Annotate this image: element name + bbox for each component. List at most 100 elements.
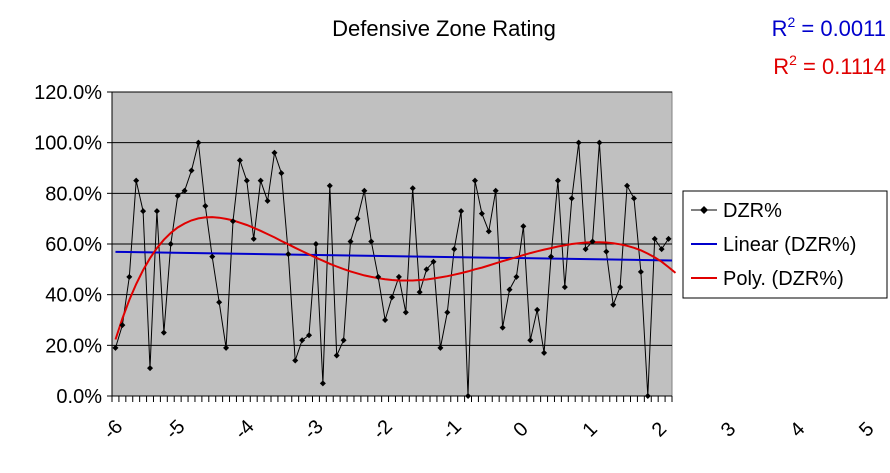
data-point [119,322,126,329]
data-point [665,235,672,242]
data-point [174,192,181,199]
data-point [485,228,492,235]
x-tick-label: 4 [786,418,809,441]
x-tick-label: 1 [579,418,602,441]
data-point [520,223,527,230]
data-point [285,251,292,258]
r2-poly-annotation: R2 = 0.1114 [773,52,886,79]
data-point [278,170,285,177]
data-point [458,208,465,215]
data-point [603,248,610,255]
x-tick-label: -5 [161,416,189,444]
trendline-linear [115,250,673,262]
data-point [312,241,319,247]
y-tick-label: 0.0% [56,386,102,408]
data-point [527,337,534,344]
data-point [153,208,160,215]
legend-label: DZR% [723,200,782,222]
x-tick-label: 3 [717,418,740,441]
data-point [644,393,651,399]
y-tick-label: 100.0% [34,133,102,155]
data-point [140,208,147,215]
trendline-poly [114,216,677,340]
data-point [299,337,306,344]
y-tick-label: 120.0% [34,82,102,104]
data-point [188,167,195,174]
data-point [395,273,402,280]
data-point [437,344,444,351]
data-point [596,139,603,146]
data-point [402,309,409,316]
data-point [451,246,458,253]
data-point [361,187,368,194]
data-point [575,139,582,146]
data-point [368,238,375,245]
data-point [554,177,561,184]
data-point [264,197,271,204]
y-tick-label: 80.0% [45,183,102,205]
data-point [271,149,278,156]
data-point [306,332,313,339]
data-point [147,365,154,372]
data-point [340,337,347,344]
data-point [236,157,243,164]
x-tick-label: -4 [231,416,259,444]
legend-marker [700,206,708,214]
data-point [561,284,568,291]
data-point [534,306,541,313]
data-point [133,177,140,184]
data-point [195,139,202,146]
y-tick-label: 40.0% [45,285,102,307]
data-point [506,286,513,293]
data-point [637,268,644,275]
data-point [229,218,236,225]
data-point [492,187,499,194]
data-point [292,357,299,364]
data-point [112,344,119,351]
data-point [354,215,361,222]
data-point [347,238,354,245]
data-point [610,301,617,308]
data-point [541,349,548,356]
data-point [216,299,223,306]
data-point [651,235,658,242]
data-point [582,246,589,253]
data-point [319,380,326,387]
data-point [444,309,451,316]
data-point [250,235,257,242]
data-point [499,324,506,331]
r2-linear-annotation: R2 = 0.0011 [772,14,886,41]
data-point [478,210,485,217]
x-tick-label: -6 [99,416,127,444]
data-point [167,241,174,247]
legend-label: Poly. (DZR%) [723,268,844,290]
data-point [423,266,430,273]
chart-title: Defensive Zone Rating [332,16,556,41]
data-point [617,284,624,291]
data-point [375,273,382,280]
data-point [257,177,264,184]
data-point [658,246,665,253]
data-point [243,177,250,184]
data-point [416,289,423,296]
data-point [471,177,478,184]
data-point [589,238,596,245]
data-point [568,195,575,202]
data-point [465,393,472,399]
x-tick-label: -2 [369,416,397,444]
data-point [430,258,437,265]
data-point [160,329,167,336]
data-point [409,185,416,192]
data-point [209,253,216,260]
data-point [389,294,395,301]
legend-label: Linear (DZR%) [723,234,856,256]
x-tick-label: 5 [855,418,878,441]
data-point [548,253,555,260]
data-point [202,203,209,209]
x-tick-label: -1 [438,416,466,444]
data-point [624,182,631,189]
x-tick-label: 2 [648,418,671,441]
x-tick-label: 0 [509,418,532,441]
